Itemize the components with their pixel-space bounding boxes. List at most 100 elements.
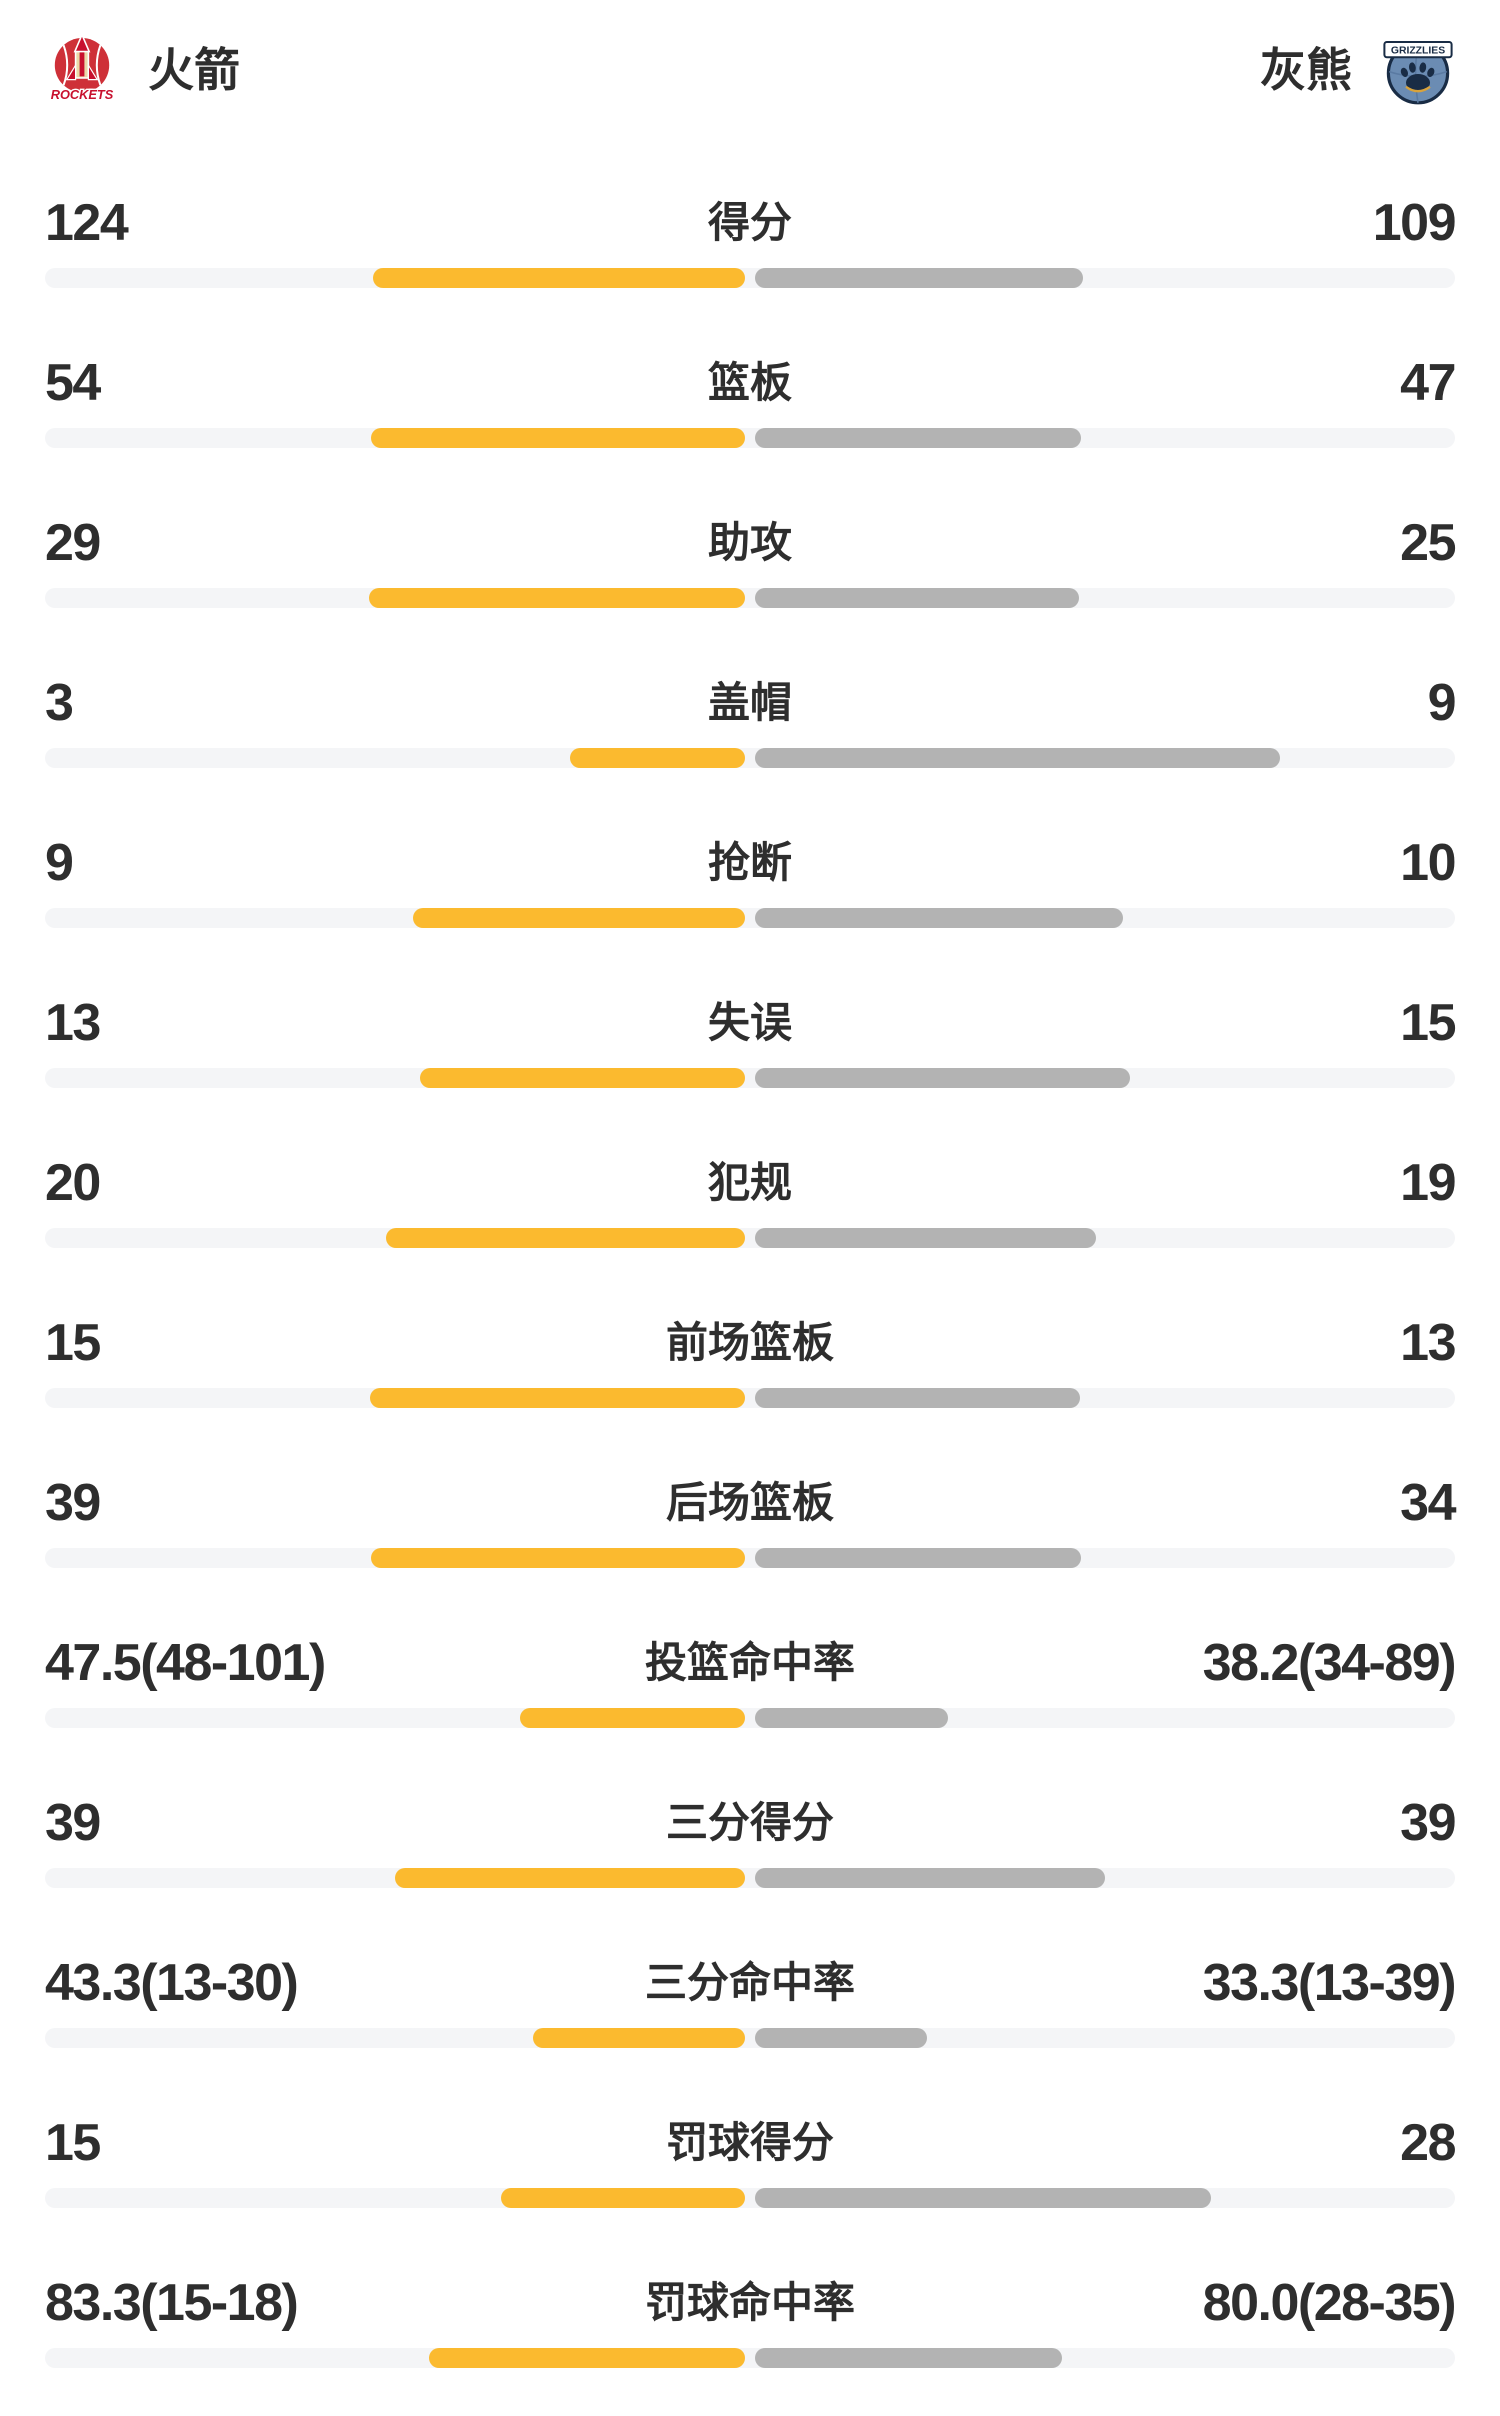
stat-values-line: 3 盖帽 9 [45,670,1457,736]
away-stat-value: 13 [1400,1314,1456,1372]
home-stat-value: 47.5(48-101) [45,1634,326,1692]
stat-values-line: 54 篮板 47 [45,350,1457,416]
stat-row: 54 篮板 47 [0,336,1500,496]
home-stat-value: 20 [45,1154,101,1212]
away-stat-value: 33.3(13-39) [1202,1954,1457,2012]
home-stat-bar [500,2188,745,2208]
away-stat-bar [755,428,1081,448]
stat-bar-track [45,1548,1455,1568]
home-stat-value: 29 [45,514,101,572]
away-stat-bar [755,1068,1131,1088]
stat-label: 盖帽 [708,679,793,726]
home-stat-bar [385,1228,745,1248]
stat-bar-track [45,1388,1455,1408]
away-stat-bar [755,1388,1080,1408]
stat-row: 29 助攻 25 [0,496,1500,656]
away-stat-value: 39 [1400,1794,1456,1852]
stat-values-line: 124 得分 109 [45,190,1457,256]
away-stat-value: 10 [1400,834,1456,892]
stat-row: 15 前场篮板 13 [0,1296,1500,1456]
stat-values-line: 43.3(13-30) 三分命中率 33.3(13-39) [45,1950,1457,2016]
stat-label: 三分命中率 [645,1959,856,2006]
home-stat-bar [570,748,745,768]
home-stat-bar [519,1708,745,1728]
stat-values-line: 9 抢断 10 [45,830,1457,896]
stat-label: 投篮命中率 [645,1639,856,1686]
stat-bar-track [45,1868,1455,1888]
stat-values-line: 20 犯规 19 [45,1150,1457,1216]
grizzlies-logo-icon: GRIZZLIES [1383,41,1453,105]
home-stat-bar [413,908,745,928]
away-stat-bar [755,1228,1096,1248]
away-stat-bar [755,268,1083,288]
home-stat-bar [371,1548,745,1568]
rockets-logo-text: ROCKETS [51,87,114,102]
stat-row: 83.3(15-18) 罚球命中率 80.0(28-35) [0,2256,1500,2416]
away-stat-value: 38.2(34-89) [1202,1634,1457,1692]
stat-bar-track [45,2348,1455,2368]
home-team-name: 火箭 [148,44,240,96]
home-stat-bar [395,1868,745,1888]
stat-bar-track [45,588,1455,608]
stat-row: 39 三分得分 39 [0,1776,1500,1936]
stat-label: 抢断 [708,839,793,886]
away-stat-bar [755,2348,1063,2368]
stat-label: 得分 [708,199,793,246]
stat-bar-track [45,1228,1455,1248]
away-stat-value: 19 [1400,1154,1456,1212]
stat-label: 后场篮板 [666,1479,835,1526]
home-stat-bar [370,428,745,448]
home-stat-bar [372,268,745,288]
stat-label: 三分得分 [666,1799,835,1846]
stat-bar-track [45,2028,1455,2048]
stat-bar-track [45,428,1455,448]
home-stat-value: 43.3(13-30) [45,1954,299,2012]
stat-bar-track [45,908,1455,928]
away-stat-bar [755,908,1124,928]
stat-row: 15 罚球得分 28 [0,2096,1500,2256]
rockets-logo-icon: ROCKETS [49,32,115,103]
stat-label: 犯规 [708,1159,793,1206]
stat-row: 47.5(48-101) 投篮命中率 38.2(34-89) [0,1616,1500,1776]
stat-row: 39 后场篮板 34 [0,1456,1500,1616]
home-stat-value: 3 [45,674,74,732]
home-stat-bar [420,1068,745,1088]
stat-values-line: 29 助攻 25 [45,510,1457,576]
stat-row: 9 抢断 10 [0,816,1500,976]
away-stat-bar [755,748,1280,768]
stat-row: 124 得分 109 [0,176,1500,336]
stat-values-line: 39 后场篮板 34 [45,1470,1457,1536]
stat-label: 前场篮板 [666,1319,835,1366]
stat-label: 助攻 [708,519,793,566]
stat-bar-track [45,748,1455,768]
away-stat-value: 80.0(28-35) [1202,2274,1457,2332]
stat-row: 3 盖帽 9 [0,656,1500,816]
teams-header: ROCKETS 火箭 灰熊 GRIZZLIES [0,0,1500,110]
stat-values-line: 47.5(48-101) 投篮命中率 38.2(34-89) [45,1630,1457,1696]
home-stat-value: 9 [45,834,74,892]
stat-label: 罚球得分 [666,2119,835,2166]
home-team[interactable]: ROCKETS 火箭 [42,28,240,112]
away-stat-bar [755,1708,948,1728]
stat-label: 篮板 [708,359,793,406]
stat-label: 失误 [708,999,793,1046]
stat-values-line: 15 前场篮板 13 [45,1310,1457,1376]
away-stat-bar [755,1548,1082,1568]
grizzlies-logo-text: GRIZZLIES [1391,46,1445,57]
away-stat-value: 34 [1400,1474,1456,1532]
team-stats-list: 124 得分 109 54 篮板 47 29 助攻 25 3 [0,176,1500,2416]
stat-bar-track [45,1708,1455,1728]
away-stat-value: 15 [1400,994,1456,1052]
away-stat-value: 28 [1400,2114,1456,2172]
away-stat-value: 9 [1427,674,1457,732]
home-stat-bar [369,1388,745,1408]
stat-row: 43.3(13-30) 三分命中率 33.3(13-39) [0,1936,1500,2096]
stat-values-line: 39 三分得分 39 [45,1790,1457,1856]
away-stat-bar [755,2188,1211,2208]
stat-values-line: 15 罚球得分 28 [45,2110,1457,2176]
away-team[interactable]: 灰熊 GRIZZLIES [1260,28,1458,112]
home-stat-value: 83.3(15-18) [45,2274,299,2332]
stat-bar-track [45,2188,1455,2208]
home-stat-value: 15 [45,1314,101,1372]
home-stat-value: 39 [45,1474,101,1532]
